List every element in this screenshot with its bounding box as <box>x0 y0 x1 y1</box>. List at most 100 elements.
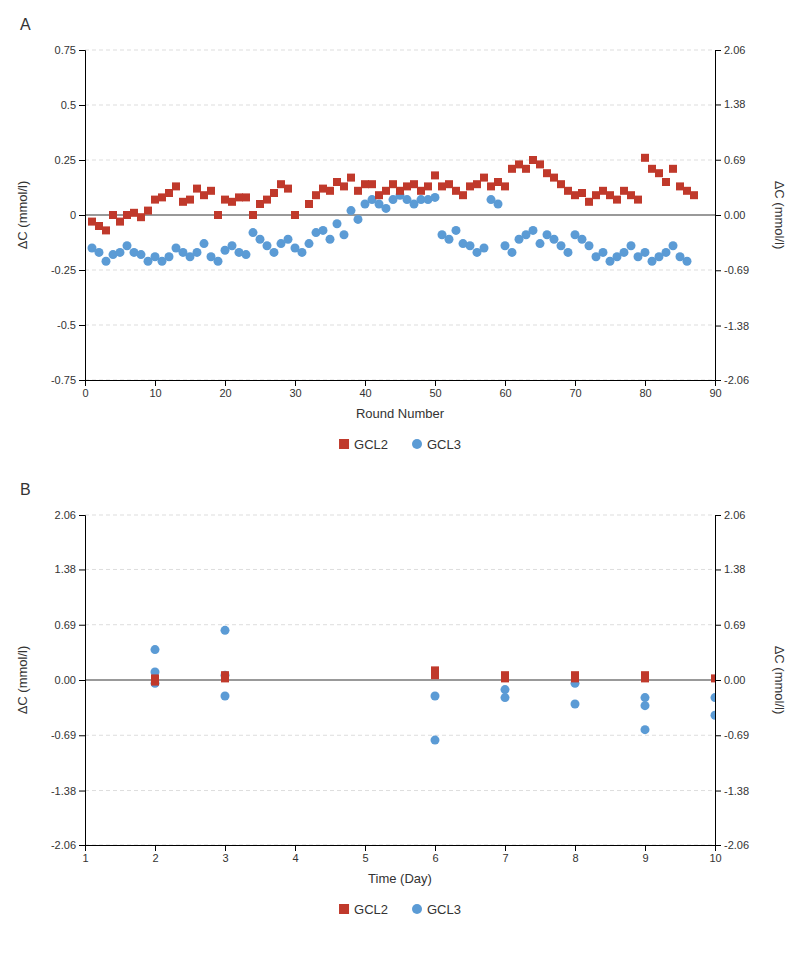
tick-mark <box>575 380 576 386</box>
point <box>711 711 716 720</box>
point <box>501 674 509 682</box>
point <box>123 211 131 219</box>
point <box>116 248 125 257</box>
grid-line <box>85 160 715 161</box>
tick-label: 1.38 <box>724 98 745 110</box>
point <box>634 196 642 204</box>
tick-label: 0 <box>82 387 88 399</box>
point <box>424 182 432 190</box>
point <box>494 178 502 186</box>
point <box>578 189 586 197</box>
point <box>445 180 453 188</box>
legend: GCL2GCL3 <box>339 902 461 917</box>
tick-mark <box>505 380 506 386</box>
tick-mark <box>715 380 721 381</box>
point <box>256 200 264 208</box>
tick: 90 <box>709 380 721 399</box>
tick-mark <box>295 380 296 386</box>
legend-item: GCL2 <box>339 437 388 452</box>
tick-label: 0.5 <box>61 99 76 111</box>
tick: -0.5 <box>57 319 85 331</box>
tick-mark <box>79 791 85 792</box>
point <box>529 226 538 235</box>
axis-line <box>86 381 716 387</box>
tick: 1 <box>82 845 88 864</box>
tick: 0.69 <box>55 619 85 631</box>
point <box>263 196 271 204</box>
point <box>662 248 671 257</box>
point <box>564 187 572 195</box>
tick-label: 0.00 <box>724 674 745 686</box>
tick-mark <box>505 845 506 851</box>
point <box>683 257 692 266</box>
point <box>172 182 180 190</box>
point <box>137 250 146 259</box>
point <box>165 252 174 261</box>
point <box>641 674 649 682</box>
plot-area <box>85 154 715 266</box>
point <box>585 198 593 206</box>
point <box>158 193 166 201</box>
point <box>326 235 335 244</box>
point <box>235 193 243 201</box>
point <box>214 211 222 219</box>
point <box>382 204 391 213</box>
point <box>606 191 614 199</box>
point <box>627 191 635 199</box>
legend-swatch <box>339 439 349 449</box>
y-axis: -0.75-0.5-0.2500.250.50.75 <box>51 44 86 386</box>
point <box>438 182 446 190</box>
point <box>249 211 257 219</box>
point <box>501 241 510 250</box>
point <box>452 226 461 235</box>
y2-axis-title: ΔC (mmol/l) <box>772 181 787 250</box>
tick: 2.06 <box>55 509 85 521</box>
tick-label: 5 <box>362 852 368 864</box>
point <box>193 185 201 193</box>
tick-mark <box>79 735 85 736</box>
tick: -0.25 <box>51 264 85 276</box>
point <box>284 185 292 193</box>
point <box>571 191 579 199</box>
point <box>501 182 509 190</box>
tick: 9 <box>642 845 648 864</box>
point <box>480 174 488 182</box>
point <box>340 182 348 190</box>
point <box>165 189 173 197</box>
tick-label: -0.69 <box>51 729 76 741</box>
tick: 50 <box>429 380 441 399</box>
tick-label: 2.06 <box>55 509 76 521</box>
point <box>319 226 328 235</box>
tick-mark <box>155 380 156 386</box>
point <box>711 674 715 682</box>
legend-swatch <box>339 904 349 914</box>
tick-mark <box>715 104 721 105</box>
point <box>382 187 390 195</box>
tick-label: 2.06 <box>724 44 745 56</box>
point <box>550 174 558 182</box>
point <box>305 200 313 208</box>
point <box>144 207 152 215</box>
tick-label: 40 <box>359 387 371 399</box>
tick-label: -0.69 <box>724 729 749 741</box>
tick: -0.75 <box>51 374 85 386</box>
point <box>592 191 600 199</box>
grid-line <box>85 215 715 216</box>
point <box>123 241 132 250</box>
tick: 70 <box>569 380 581 399</box>
tick-mark <box>79 569 85 570</box>
y2-axis: -2.06-1.38-0.690.000.691.382.06 <box>715 509 749 851</box>
point <box>228 198 236 206</box>
tick: 10 <box>149 380 161 399</box>
point <box>431 193 440 202</box>
point <box>319 185 327 193</box>
tick-label: 0.75 <box>55 44 76 56</box>
tick: 4 <box>292 845 298 864</box>
tick-label: 10 <box>709 852 721 864</box>
x-axis: 0102030405060708090 <box>82 380 721 399</box>
grid-line <box>85 569 715 570</box>
legend-swatch <box>412 904 422 914</box>
tick-mark <box>79 515 85 516</box>
point <box>207 187 215 195</box>
point <box>641 693 650 702</box>
